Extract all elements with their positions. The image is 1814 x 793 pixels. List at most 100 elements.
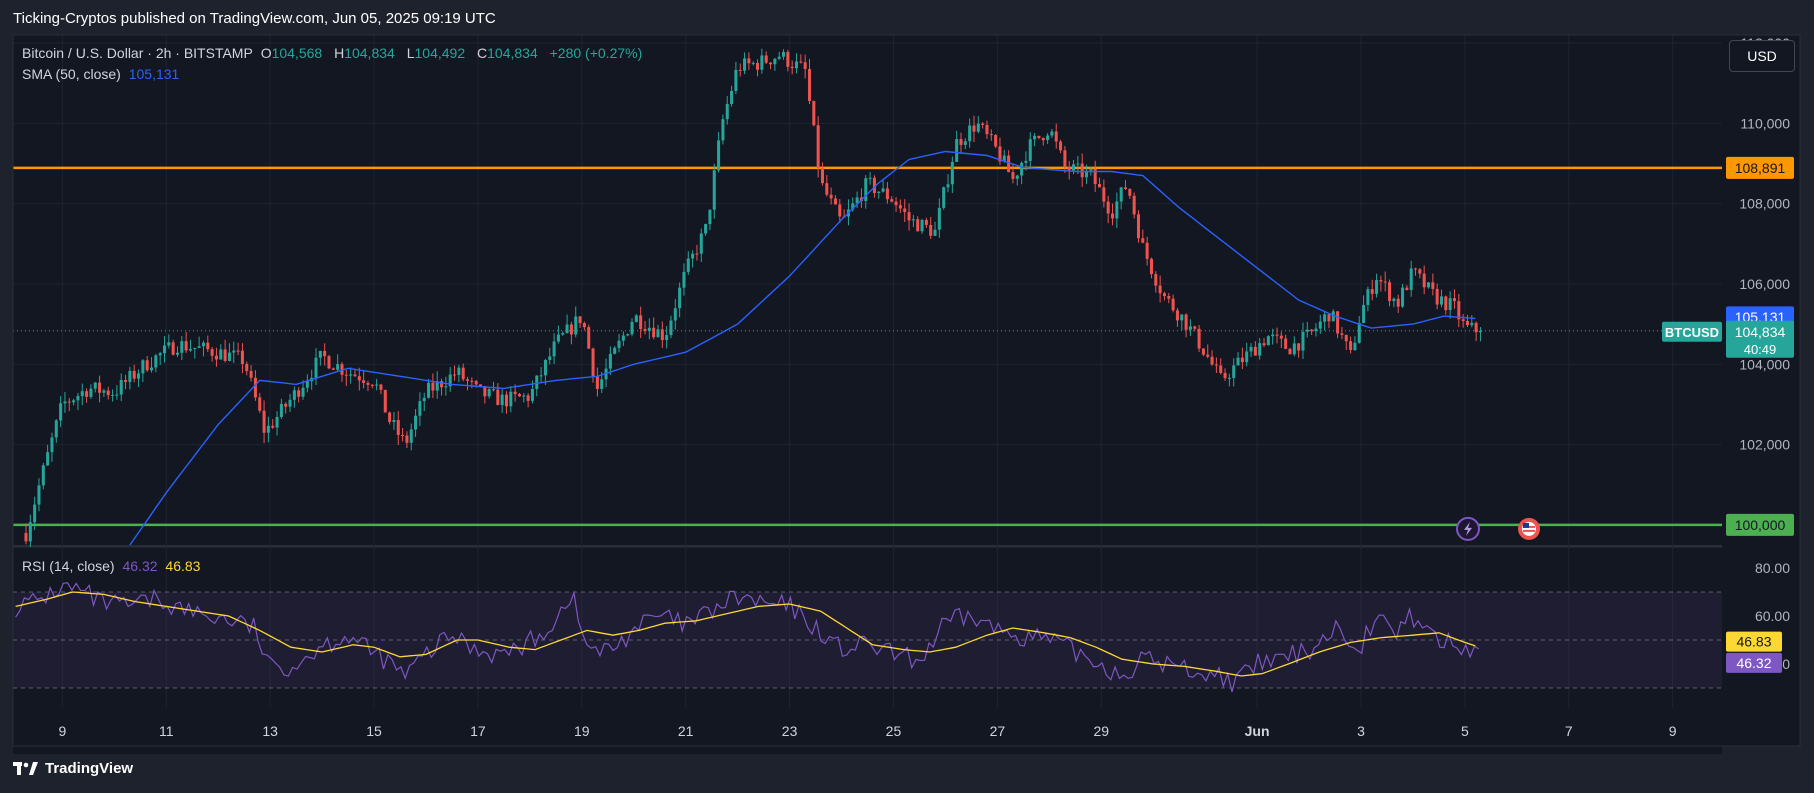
candle-body bbox=[327, 356, 331, 369]
rsi-ma-line bbox=[15, 591, 1476, 677]
candle-body bbox=[1219, 365, 1223, 373]
candle-body bbox=[704, 224, 708, 234]
published-caption: Ticking-Cryptos published on TradingView… bbox=[13, 10, 496, 27]
candle-body bbox=[1465, 320, 1469, 326]
candle-body bbox=[578, 316, 582, 324]
candle-body bbox=[249, 371, 253, 378]
candle-body bbox=[552, 341, 556, 357]
candle-body bbox=[314, 357, 318, 378]
candle-body bbox=[1444, 296, 1448, 311]
symbol-tag-box bbox=[1662, 321, 1722, 342]
symbol-legend: Bitcoin / U.S. Dollar · 2h · BITSTAMP O1… bbox=[22, 45, 646, 61]
candle-body bbox=[124, 380, 128, 382]
candle-body bbox=[422, 397, 426, 402]
tradingview-brand-text: TradingView bbox=[45, 760, 134, 777]
candle-body bbox=[72, 400, 76, 403]
candle-body bbox=[738, 69, 742, 71]
candle-body bbox=[1323, 314, 1327, 322]
candle-body bbox=[175, 352, 180, 355]
candle-body bbox=[591, 348, 595, 376]
candle-body bbox=[730, 90, 734, 104]
candle-body bbox=[349, 374, 353, 376]
candle-body bbox=[41, 465, 45, 486]
candle-body bbox=[1132, 195, 1136, 215]
time-axis-tick-label: 11 bbox=[159, 723, 174, 739]
high-value: 104,834 bbox=[344, 45, 395, 61]
candle-body bbox=[76, 396, 80, 401]
currency-button[interactable]: USD bbox=[1729, 40, 1795, 72]
candle-body bbox=[812, 101, 816, 126]
candle-body bbox=[1370, 289, 1374, 294]
time-axis-tick-label: Jun bbox=[1245, 723, 1270, 739]
rsi-legend[interactable]: RSI (14, close) 46.32 46.83 bbox=[22, 558, 204, 574]
candle-body bbox=[137, 373, 141, 379]
candle-body bbox=[1340, 333, 1344, 335]
candle-body bbox=[1245, 351, 1249, 363]
time-axis-tick-label: 17 bbox=[470, 723, 486, 739]
candle-body bbox=[470, 380, 474, 382]
candle-body bbox=[1474, 322, 1478, 333]
candle-body bbox=[1175, 310, 1179, 321]
tradingview-brand[interactable]: TradingView bbox=[13, 760, 133, 777]
candle-body bbox=[959, 139, 963, 145]
candle-body bbox=[1106, 201, 1110, 214]
candle-body bbox=[318, 350, 322, 358]
candle-body bbox=[712, 170, 716, 210]
sma-line bbox=[129, 150, 1476, 546]
candle-body bbox=[1002, 155, 1006, 162]
candle-body bbox=[643, 328, 647, 332]
candle-body bbox=[1028, 139, 1032, 161]
candle-body bbox=[535, 375, 539, 390]
candle-body bbox=[297, 390, 301, 397]
candle-body bbox=[201, 342, 205, 347]
symbol-title[interactable]: Bitcoin / U.S. Dollar · 2h · BITSTAMP bbox=[22, 45, 253, 61]
candle-body bbox=[942, 187, 946, 208]
candle-body bbox=[150, 367, 154, 371]
candle-body bbox=[1046, 135, 1050, 141]
candle-body bbox=[933, 229, 937, 236]
candle-body bbox=[236, 350, 240, 352]
candle-body bbox=[1123, 187, 1128, 190]
candle-body bbox=[1180, 314, 1184, 321]
candle-body bbox=[1115, 201, 1119, 219]
candle-body bbox=[1375, 280, 1379, 294]
price-axis-tick-label: 110,000 bbox=[1740, 115, 1790, 131]
candle-body bbox=[1201, 348, 1205, 355]
sma-legend[interactable]: SMA (50, close) 105,131 bbox=[22, 66, 183, 82]
candle-body bbox=[1253, 346, 1257, 356]
time-axis-tick-label: 7 bbox=[1565, 723, 1573, 739]
time-axis-tick-label: 3 bbox=[1357, 723, 1365, 739]
candle-body bbox=[1080, 163, 1084, 178]
candle-body bbox=[678, 287, 682, 309]
candle-body bbox=[1478, 330, 1482, 333]
candle-body bbox=[1301, 331, 1305, 351]
candle-body bbox=[708, 209, 712, 225]
support-price-label: 100,000 bbox=[1735, 517, 1786, 533]
candle-body bbox=[639, 315, 643, 329]
candle-body bbox=[1059, 141, 1063, 151]
candle-body bbox=[240, 350, 244, 364]
candle-body bbox=[721, 119, 725, 141]
candle-body bbox=[569, 324, 573, 335]
time-axis-tick-label: 15 bbox=[366, 723, 382, 739]
candle-body bbox=[1171, 298, 1175, 311]
time-axis-tick-label: 23 bbox=[782, 723, 798, 739]
candle-body bbox=[111, 394, 115, 396]
candle-body bbox=[868, 177, 872, 179]
time-axis-tick-label: 25 bbox=[886, 723, 902, 739]
candle-body bbox=[816, 125, 820, 169]
candle-body bbox=[717, 140, 721, 171]
candle-body bbox=[1007, 155, 1011, 173]
candle-body bbox=[1284, 338, 1288, 349]
candle-body bbox=[769, 62, 773, 65]
candle-body bbox=[89, 388, 93, 397]
rsi-axis-tick-label: 80.00 bbox=[1755, 560, 1790, 576]
candle-body bbox=[1041, 137, 1045, 141]
tradingview-logo-icon bbox=[13, 762, 38, 775]
candle-body bbox=[1188, 326, 1192, 330]
candle-body bbox=[1310, 329, 1314, 332]
candle-body bbox=[626, 334, 630, 336]
candle-body bbox=[1011, 172, 1015, 179]
candle-body bbox=[440, 381, 444, 388]
